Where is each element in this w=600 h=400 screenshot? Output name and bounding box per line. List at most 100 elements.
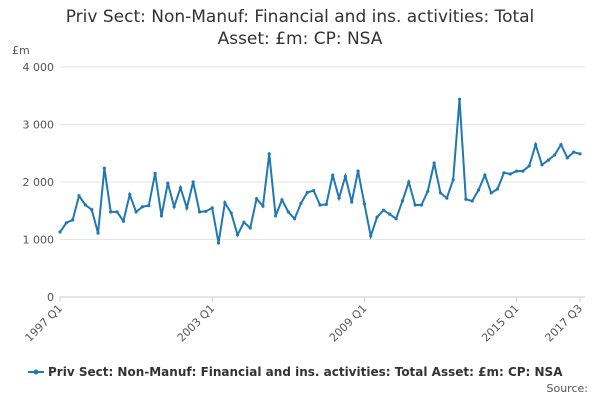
data-point <box>527 164 531 168</box>
data-point <box>407 180 411 184</box>
data-point <box>483 173 487 177</box>
data-point <box>508 172 512 176</box>
data-point <box>83 203 87 207</box>
data-point <box>553 153 557 157</box>
data-point <box>381 208 386 212</box>
data-point <box>299 201 303 205</box>
data-point <box>58 230 62 234</box>
data-point <box>242 220 246 224</box>
data-point <box>578 152 582 156</box>
data-point <box>128 193 132 197</box>
data-point <box>274 214 278 218</box>
data-point <box>216 241 221 245</box>
data-point <box>432 161 436 165</box>
legend-label: Priv Sect: Non-Manuf: Financial and ins.… <box>48 365 563 379</box>
source: Source: <box>547 382 589 395</box>
data-point <box>134 210 138 214</box>
y-tick-label: 4 000 <box>23 61 55 74</box>
data-point <box>197 210 202 214</box>
data-point <box>375 215 379 219</box>
data-point <box>559 143 563 147</box>
data-point <box>115 210 119 214</box>
data-point <box>318 203 322 207</box>
data-point <box>394 217 398 221</box>
data-point <box>350 200 354 204</box>
data-point <box>121 219 126 223</box>
data-point <box>331 173 335 177</box>
data-point <box>457 97 462 101</box>
series-line <box>59 99 581 244</box>
data-point <box>514 169 519 173</box>
data-point <box>369 234 373 238</box>
data-point <box>229 211 233 215</box>
data-point <box>178 186 183 190</box>
data-point <box>147 203 151 208</box>
data-point <box>521 169 525 173</box>
y-tick-label: 0 <box>47 291 54 304</box>
data-point <box>210 206 214 210</box>
x-tick-label: 2003 Q1 <box>175 302 218 345</box>
x-tick-label: 2015 Q1 <box>479 302 522 345</box>
data-point <box>400 199 405 203</box>
y-unit: £m <box>12 44 30 57</box>
data-point <box>337 196 341 200</box>
data-point <box>502 171 506 175</box>
data-point <box>254 197 259 201</box>
data-point <box>305 190 309 194</box>
data-point <box>90 208 94 212</box>
data-point <box>248 226 252 230</box>
data-point <box>438 191 443 195</box>
data-point <box>261 204 265 208</box>
data-point <box>235 233 240 237</box>
data-point <box>546 158 550 162</box>
data-point <box>362 202 366 206</box>
data-point <box>280 198 284 202</box>
data-point <box>293 217 297 221</box>
data-point <box>159 214 164 218</box>
data-point <box>413 203 417 207</box>
data-point <box>77 194 81 198</box>
data-point <box>312 189 316 193</box>
data-point <box>476 188 481 192</box>
data-point <box>445 196 449 200</box>
data-point <box>426 189 430 193</box>
data-point <box>356 169 360 173</box>
x-tick-label: 1997 Q1 <box>23 302 66 345</box>
data-point <box>451 178 455 182</box>
legend-marker <box>33 369 39 375</box>
chart-title: Priv Sect: Non-Manuf: Financial and ins.… <box>65 7 535 49</box>
data-point <box>489 191 493 195</box>
data-point <box>267 152 271 156</box>
data-point <box>324 202 328 207</box>
data-point <box>153 171 157 175</box>
data-point <box>388 212 392 216</box>
data-point <box>540 163 544 167</box>
data-point <box>565 156 569 160</box>
data-point <box>223 201 227 205</box>
data-point <box>185 206 189 210</box>
data-point <box>419 203 424 207</box>
data-point <box>495 187 500 191</box>
data-point <box>64 221 68 225</box>
data-point <box>191 180 195 184</box>
y-tick-label: 1 000 <box>23 234 55 247</box>
data-point <box>71 218 75 222</box>
y-tick-label: 2 000 <box>23 176 55 189</box>
x-tick-label: 2017 Q3 <box>543 302 586 345</box>
y-tick-label: 3 000 <box>23 119 55 132</box>
data-point <box>572 150 576 154</box>
data-point <box>96 231 100 235</box>
data-point <box>286 210 290 214</box>
x-tick-label: 2009 Q1 <box>327 302 370 345</box>
data-point <box>470 199 474 203</box>
data-point <box>464 197 468 201</box>
data-point <box>343 174 347 178</box>
data-point <box>534 143 538 147</box>
data-point <box>204 209 208 213</box>
data-point <box>102 166 106 170</box>
data-point <box>172 205 176 209</box>
data-point <box>140 205 145 209</box>
data-point <box>109 210 113 214</box>
